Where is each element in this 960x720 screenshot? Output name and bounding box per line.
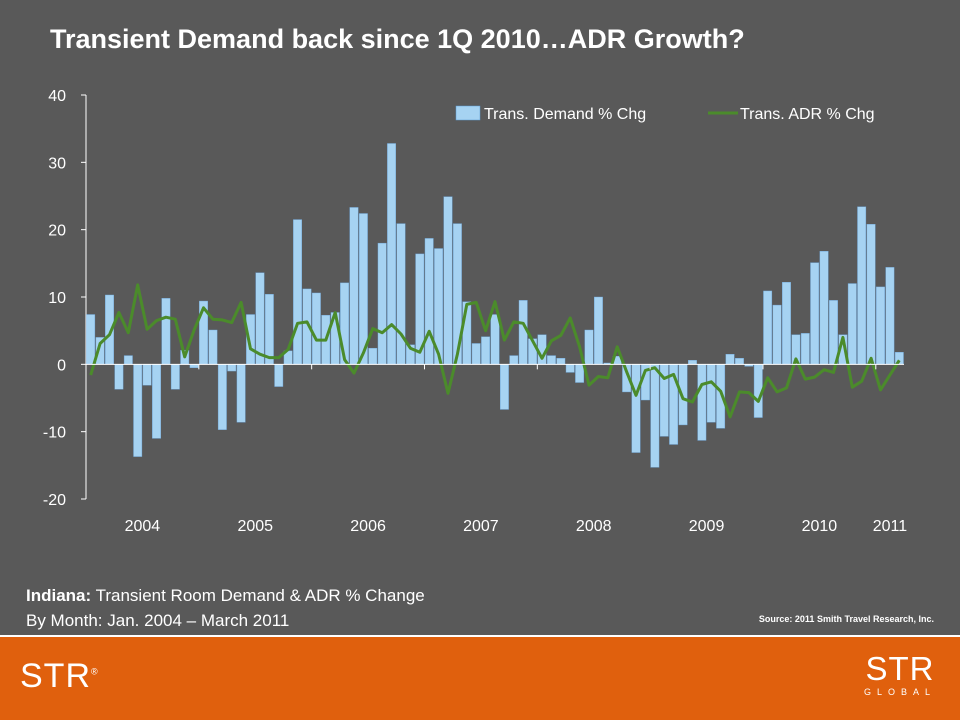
- demand-bar: [189, 364, 199, 368]
- demand-bar: [819, 251, 829, 365]
- demand-bar: [631, 364, 641, 453]
- caption-description: Transient Room Demand & ADR % Change: [95, 586, 425, 605]
- legend-label-adr: Trans. ADR % Chg: [740, 106, 875, 123]
- demand-bar: [86, 314, 96, 365]
- demand-bar: [264, 294, 274, 365]
- demand-bar: [274, 364, 284, 387]
- demand-bar: [123, 355, 133, 365]
- demand-bar: [490, 314, 500, 365]
- legend-label-demand: Trans. Demand % Chg: [484, 106, 646, 123]
- chart-legend: Trans. Demand % Chg Trans. ADR % Chg: [455, 105, 875, 123]
- demand-bar: [584, 329, 594, 365]
- demand-bar: [509, 355, 519, 365]
- demand-bar: [152, 364, 161, 439]
- caption-line-1: Indiana: Transient Room Demand & ADR % C…: [26, 583, 425, 608]
- x-axis: 2004 2005 2006 2007 2008 2009 2010 2011: [85, 363, 908, 535]
- adr-line-group: [89, 283, 901, 419]
- demand-bar: [471, 343, 481, 365]
- demand-bar: [594, 296, 603, 365]
- demand-bar: [537, 334, 547, 365]
- demand-bar: [443, 196, 453, 365]
- demand-bar: [800, 333, 810, 365]
- str-global-logo-bottom: GLOBAL: [863, 687, 936, 697]
- footer-divider: [0, 635, 960, 637]
- str-logo: STR®: [20, 657, 99, 696]
- demand-bar: [725, 354, 735, 365]
- y-tick-label: 40: [48, 88, 66, 105]
- slide-title: Transient Demand back since 1Q 2010…ADR …: [50, 24, 745, 54]
- demand-bar: [500, 364, 509, 410]
- demand-bar: [565, 364, 575, 373]
- demand-bar: [142, 364, 152, 386]
- demand-bar: [161, 298, 171, 365]
- x-tick-label: 2004: [125, 518, 161, 535]
- source-note: Source: 2011 Smith Travel Research, Inc.: [758, 614, 934, 624]
- chart-caption: Indiana: Transient Room Demand & ADR % C…: [26, 583, 425, 633]
- y-tick-label: 0: [57, 357, 66, 374]
- caption-state: Indiana:: [26, 586, 92, 605]
- demand-bar: [847, 283, 857, 365]
- demand-bar: [857, 206, 867, 365]
- demand-bar: [349, 207, 359, 365]
- demand-bar: [650, 364, 660, 468]
- y-tick-label: 20: [48, 223, 66, 240]
- caption-line-2: By Month: Jan. 2004 – March 2011: [26, 611, 290, 630]
- demand-bar: [227, 364, 237, 372]
- str-global-logo-top: STR: [865, 650, 935, 687]
- demand-bar: [311, 292, 321, 365]
- demand-bar: [424, 238, 434, 365]
- x-tick-label: 2009: [689, 518, 725, 535]
- demand-bar: [556, 358, 566, 365]
- demand-bar: [377, 242, 387, 365]
- demand-bar: [293, 219, 302, 365]
- y-tick-label: 10: [48, 290, 66, 307]
- x-tick-label: 2005: [237, 518, 273, 535]
- demand-bar: [387, 143, 396, 365]
- demand-bar: [697, 364, 707, 441]
- legend-swatch-demand: [455, 105, 481, 121]
- str-logo-text: STR: [20, 657, 91, 695]
- y-axis: 40 30 20 10 0 -10 -20: [43, 88, 87, 509]
- demand-bar: [829, 300, 838, 365]
- x-tick-label: 2011: [873, 518, 908, 535]
- x-tick-label: 2007: [463, 518, 499, 535]
- x-tick-label: 2010: [802, 518, 838, 535]
- demand-bar: [236, 364, 246, 423]
- demand-bar: [735, 358, 744, 365]
- demand-bar: [368, 347, 378, 365]
- adr-line: [89, 283, 901, 419]
- str-global-logo: STR GLOBAL: [863, 650, 936, 697]
- demand-bar: [885, 267, 895, 365]
- demand-bar: [208, 329, 218, 365]
- demand-bar: [481, 336, 490, 365]
- demand-bar: [133, 364, 143, 457]
- footer-bar: STR® STR GLOBAL: [0, 637, 960, 720]
- y-tick-label: -10: [43, 425, 66, 442]
- x-tick-label: 2008: [576, 518, 612, 535]
- demand-bar: [114, 364, 124, 390]
- demand-bar: [876, 286, 885, 365]
- demand-bar: [763, 290, 773, 365]
- demand-bar: [575, 364, 585, 383]
- demand-bar: [810, 262, 820, 365]
- x-tick-label: 2006: [350, 518, 386, 535]
- demand-bar: [518, 300, 528, 365]
- demand-bar: [706, 364, 716, 423]
- demand-bars: [86, 143, 904, 468]
- demand-bar: [170, 364, 180, 390]
- demand-bar: [217, 364, 227, 430]
- demand-bar: [772, 304, 782, 365]
- demand-bar: [396, 223, 406, 365]
- y-tick-label: -20: [43, 492, 66, 509]
- registered-mark: ®: [91, 666, 99, 677]
- demand-bar: [688, 360, 697, 365]
- demand-bar: [782, 281, 791, 365]
- demand-bar: [547, 355, 556, 365]
- demand-bar: [255, 272, 265, 365]
- y-tick-label: 30: [48, 155, 66, 172]
- demand-bar: [866, 224, 876, 365]
